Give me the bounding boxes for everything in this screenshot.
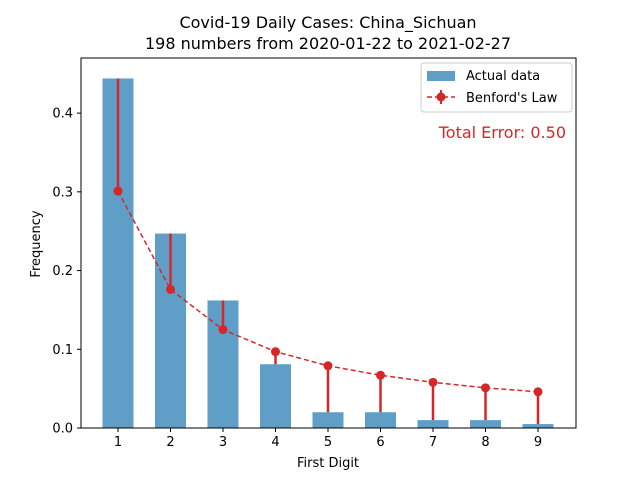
benford-point-digit-7: [428, 377, 438, 387]
chart-subtitle: 198 numbers from 2020-01-22 to 2021-02-2…: [145, 34, 511, 53]
y-axis-label: Frequency: [29, 210, 44, 277]
benford-point-digit-5: [323, 361, 333, 371]
legend-box: [420, 62, 573, 113]
bar-digit-4: [260, 364, 291, 428]
y-tick-label-0: 0.0: [52, 422, 73, 437]
bar-digit-6: [365, 412, 396, 428]
x-tick-label-8: 8: [481, 435, 489, 450]
legend-benford-marker-swatch: [436, 92, 446, 102]
chart-title: Covid-19 Daily Cases: China_Sichuan: [179, 13, 476, 33]
x-tick-label-7: 7: [429, 435, 437, 450]
bar-digit-5: [312, 412, 344, 428]
bar-digit-9: [522, 424, 554, 428]
x-tick-label-5: 5: [324, 435, 332, 450]
x-tick-label-9: 9: [534, 435, 542, 450]
x-tick-label-2: 2: [166, 435, 174, 450]
bar-digit-8: [470, 420, 501, 428]
x-tick-label-1: 1: [114, 435, 122, 450]
y-tick-label-2: 0.2: [52, 264, 73, 279]
legend-actual-data-label: Actual data: [466, 69, 540, 84]
plot-area: 1 2 3 4 5 6 7 8 9 0.0 0.1 0.2 0.3 0.4: [52, 57, 577, 450]
legend-actual-data-swatch: [427, 71, 455, 81]
bar-digit-7: [417, 420, 449, 428]
benford-point-digit-6: [376, 370, 385, 380]
benford-point-digit-4: [271, 347, 280, 357]
legend-benford-label: Benford's Law: [466, 91, 558, 106]
benford-point-digit-9: [533, 387, 543, 397]
x-tick-label-6: 6: [376, 435, 384, 450]
benford-point-digit-3: [218, 325, 228, 335]
x-axis-label: First Digit: [297, 456, 359, 471]
y-tick-label-4: 0.4: [52, 107, 73, 122]
legend: Actual data Benford's Law: [420, 62, 573, 113]
x-tick-label-3: 3: [219, 435, 227, 450]
benford-point-digit-8: [481, 383, 490, 393]
y-tick-label-1: 0.1: [52, 343, 73, 358]
benford-point-digit-1: [113, 186, 123, 196]
y-tick-label-3: 0.3: [52, 185, 73, 200]
benford-point-digit-2: [166, 284, 175, 294]
x-tick-label-4: 4: [271, 435, 279, 450]
total-error-annotation: Total Error: 0.50: [438, 123, 566, 142]
